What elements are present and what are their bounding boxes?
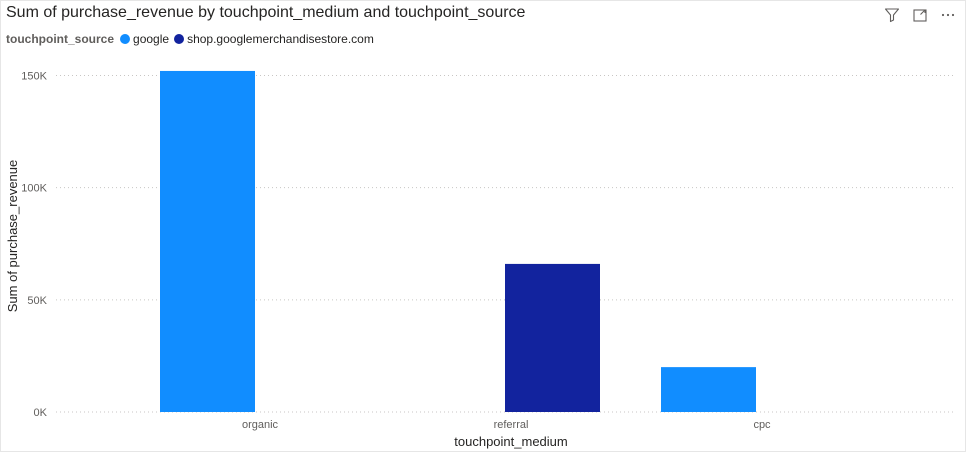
y-tick-label-3: 150K [21, 70, 47, 82]
bar-cpc-0 [661, 367, 756, 412]
legend-dot-google [120, 34, 131, 44]
chart-title: Sum of purchase_revenue by touchpoint_me… [6, 4, 526, 21]
chart-legend: touchpoint_source google shop.googlemerc… [6, 32, 379, 46]
x-tick-label-cpc: cpc [753, 419, 771, 431]
visual-header-icons [883, 6, 957, 24]
legend-label-shop: shop.googlemerchandisestore.com [187, 32, 374, 46]
y-tick-label-2: 100K [21, 183, 47, 195]
legend-title: touchpoint_source [6, 32, 115, 46]
legend-dot-shop [174, 34, 185, 44]
legend-item-shop[interactable]: shop.googlemerchandisestore.com [174, 32, 374, 46]
legend-item-google[interactable]: google [120, 32, 169, 46]
legend-label-google: google [133, 32, 170, 46]
y-tick-label-1: 50K [27, 295, 47, 307]
x-axis-title: touchpoint_medium [454, 434, 567, 449]
x-tick-label-referral: referral [494, 419, 529, 431]
bar-referral-1 [505, 263, 600, 412]
focus-mode-icon[interactable] [911, 6, 929, 24]
x-tick-label-organic: organic [242, 419, 279, 431]
y-tick-label-0: 0K [34, 407, 48, 419]
filter-icon[interactable] [883, 6, 901, 24]
more-options-icon[interactable] [939, 6, 957, 24]
bar-organic-0 [160, 70, 255, 412]
y-axis-title: Sum of purchase_revenue [5, 160, 20, 312]
